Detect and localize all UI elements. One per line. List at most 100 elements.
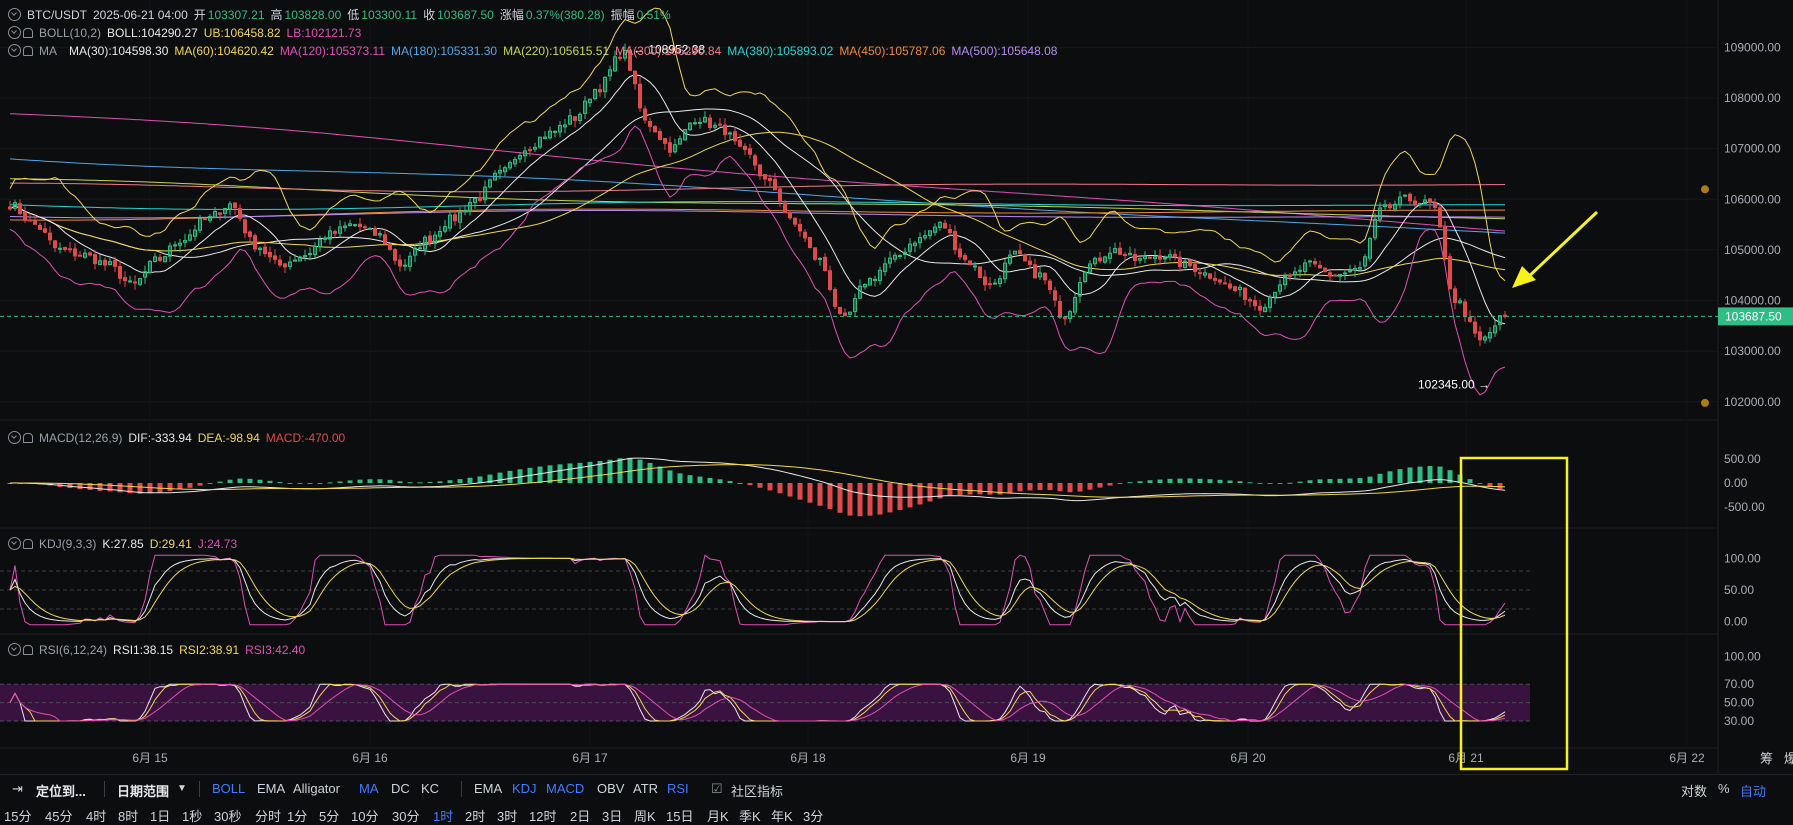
timeframe-0[interactable]: 15分 bbox=[4, 809, 32, 824]
timeframe-22[interactable]: 年K bbox=[771, 809, 793, 824]
candle-body bbox=[228, 203, 232, 210]
overlay-boll[interactable]: BOLL bbox=[212, 781, 246, 796]
collapse-icon[interactable] bbox=[8, 26, 21, 39]
timeframe-1[interactable]: 45分 bbox=[45, 809, 73, 824]
candle-body bbox=[1373, 218, 1377, 239]
timeframe-19[interactable]: 15日 bbox=[666, 809, 694, 824]
overlay-dc[interactable]: DC bbox=[391, 781, 410, 796]
macd-histogram-bar bbox=[577, 462, 583, 483]
bell-icon[interactable] bbox=[23, 46, 33, 56]
candle bbox=[163, 256, 167, 263]
sub-obv[interactable]: OBV bbox=[597, 781, 625, 796]
candle-body bbox=[1188, 259, 1192, 267]
ma-value-4: MA(220):105615.51 bbox=[503, 44, 610, 58]
scale-option-0[interactable]: 对数 bbox=[1681, 784, 1708, 799]
bell-icon[interactable] bbox=[23, 539, 33, 549]
candle-body bbox=[648, 121, 652, 127]
sub-ema[interactable]: EMA bbox=[474, 781, 503, 796]
collapse-icon[interactable] bbox=[8, 44, 21, 57]
bell-icon[interactable] bbox=[23, 28, 33, 38]
timeframe-10[interactable]: 10分 bbox=[351, 809, 379, 824]
candle bbox=[468, 197, 472, 216]
collapse-icon[interactable] bbox=[8, 537, 21, 550]
timeframe-23[interactable]: 3分 bbox=[803, 809, 824, 824]
candle bbox=[983, 270, 987, 292]
sub-atr[interactable]: ATR bbox=[633, 781, 659, 796]
locate-button[interactable]: 定位到... bbox=[36, 784, 86, 799]
bell-icon[interactable] bbox=[23, 433, 33, 443]
timeframe-17[interactable]: 3日 bbox=[602, 809, 623, 824]
candle-body bbox=[168, 245, 172, 257]
scale-option-2[interactable]: 自动 bbox=[1740, 784, 1767, 799]
candle-body bbox=[1183, 260, 1187, 268]
candle bbox=[873, 275, 877, 287]
collapse-icon[interactable] bbox=[8, 431, 21, 444]
macd-histogram-bar bbox=[337, 481, 343, 483]
overlay-ema[interactable]: EMA bbox=[257, 781, 286, 796]
candle-body bbox=[968, 260, 972, 266]
candle bbox=[393, 248, 397, 265]
overlay-alligator[interactable]: Alligator bbox=[293, 781, 340, 796]
candle bbox=[158, 253, 162, 263]
candle-body bbox=[1083, 271, 1087, 282]
timeframe-15[interactable]: 12时 bbox=[529, 809, 557, 824]
chevron-down-icon[interactable]: ▼ bbox=[177, 783, 187, 794]
macd-dif-value: DIF:-333.94 bbox=[128, 431, 192, 445]
overlay-ma[interactable]: MA bbox=[359, 781, 379, 796]
candle-body bbox=[1138, 257, 1142, 261]
candle-body bbox=[443, 226, 447, 232]
candle-body bbox=[603, 76, 607, 92]
timeframe-11[interactable]: 30分 bbox=[392, 809, 420, 824]
macd-histogram-bar bbox=[1007, 483, 1013, 494]
timeframe-5[interactable]: 1秒 bbox=[182, 809, 203, 824]
candle bbox=[618, 52, 622, 61]
community-indicators-button[interactable]: 社区指标 bbox=[731, 784, 784, 799]
macd-histogram-bar bbox=[1167, 478, 1173, 483]
macd-histogram-bar bbox=[277, 482, 283, 484]
timeframe-7[interactable]: 分时 bbox=[255, 809, 282, 824]
x-tick-label: 6月 15 bbox=[132, 751, 168, 765]
candle-body bbox=[658, 130, 662, 140]
chart-canvas[interactable]: 102000.00 103000.00 104000.00 105000.00 1060… bbox=[0, 0, 1793, 774]
bell-icon[interactable] bbox=[23, 645, 33, 655]
macd-histogram-bar bbox=[737, 482, 743, 484]
kdj-d-value: D:29.41 bbox=[149, 537, 192, 551]
overlay-kc[interactable]: KC bbox=[421, 781, 440, 796]
candle-body bbox=[1378, 207, 1382, 220]
candle-body bbox=[1178, 256, 1182, 268]
community-icon[interactable]: ☑ bbox=[711, 781, 723, 796]
sub-macd[interactable]: MACD bbox=[546, 781, 585, 796]
timeframe-12[interactable]: 1时 bbox=[433, 809, 454, 824]
timeframe-20[interactable]: 月K bbox=[707, 809, 729, 824]
candle bbox=[788, 210, 792, 221]
candle-body bbox=[158, 256, 162, 261]
timeframe-2[interactable]: 4时 bbox=[86, 809, 107, 824]
candle-body bbox=[1173, 253, 1177, 257]
timeframe-21[interactable]: 季K bbox=[739, 809, 761, 824]
candle-body bbox=[908, 243, 912, 252]
timeframe-3[interactable]: 8时 bbox=[118, 809, 139, 824]
timeframe-6[interactable]: 30秒 bbox=[214, 809, 242, 824]
main-y-tick: 102000.00 bbox=[1724, 395, 1781, 409]
timeframe-9[interactable]: 5分 bbox=[319, 809, 340, 824]
timeframe-4[interactable]: 1日 bbox=[150, 809, 171, 824]
locate-icon[interactable]: ⇥ bbox=[12, 781, 23, 796]
macd-histogram-bar bbox=[347, 480, 353, 483]
timeframe-14[interactable]: 3时 bbox=[497, 809, 518, 824]
sub-kdj[interactable]: KDJ bbox=[512, 781, 537, 796]
candle bbox=[728, 131, 732, 141]
timeframe-16[interactable]: 2日 bbox=[570, 809, 591, 824]
candle-body bbox=[1133, 253, 1137, 261]
sub-rsi[interactable]: RSI bbox=[667, 781, 689, 796]
collapse-icon[interactable] bbox=[8, 643, 21, 656]
timeframe-13[interactable]: 2时 bbox=[465, 809, 486, 824]
kdj-j-line bbox=[9, 554, 1506, 626]
candle-body bbox=[238, 208, 242, 219]
date-range-button[interactable]: 日期范围 bbox=[117, 784, 170, 799]
timeframe-18[interactable]: 周K bbox=[634, 809, 656, 824]
candle-body bbox=[1238, 286, 1242, 291]
collapse-icon[interactable] bbox=[8, 8, 21, 21]
scale-option-1[interactable]: % bbox=[1718, 781, 1730, 796]
candle-body bbox=[1463, 301, 1467, 318]
timeframe-8[interactable]: 1分 bbox=[287, 809, 308, 824]
